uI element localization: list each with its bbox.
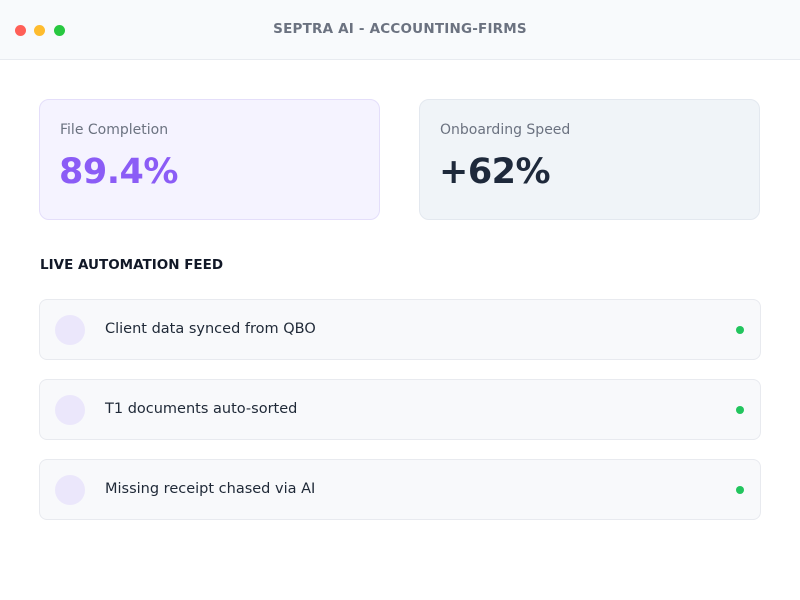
file-completion-value: 89.4% [59,152,178,192]
feed-item-text: Client data synced from QBO [105,321,316,337]
feed-item-avatar [55,395,85,425]
status-indicator-icon [736,406,744,414]
onboarding-speed-card: Onboarding Speed +62% [419,99,760,220]
feed-item-avatar [55,315,85,345]
minimize-window-button[interactable] [34,25,45,36]
onboarding-speed-value: +62% [439,152,551,192]
file-completion-label: File Completion [60,122,169,138]
file-completion-card: File Completion 89.4% [39,99,380,220]
status-indicator-icon [736,326,744,334]
title-bar: SEPTRA AI - ACCOUNTING-FIRMS [0,0,800,60]
feed-item-text: Missing receipt chased via AI [105,481,316,497]
feed-heading: LIVE AUTOMATION FEED [40,257,224,273]
maximize-window-button[interactable] [54,25,65,36]
close-window-button[interactable] [15,25,26,36]
feed-item-text: T1 documents auto-sorted [105,401,298,417]
feed-item-avatar [55,475,85,505]
status-indicator-icon [736,486,744,494]
onboarding-speed-label: Onboarding Speed [440,122,571,138]
feed-item[interactable]: Client data synced from QBO [39,299,761,360]
feed-item[interactable]: T1 documents auto-sorted [39,379,761,440]
window-title: SEPTRA AI - ACCOUNTING-FIRMS [273,21,527,37]
feed-item[interactable]: Missing receipt chased via AI [39,459,761,520]
